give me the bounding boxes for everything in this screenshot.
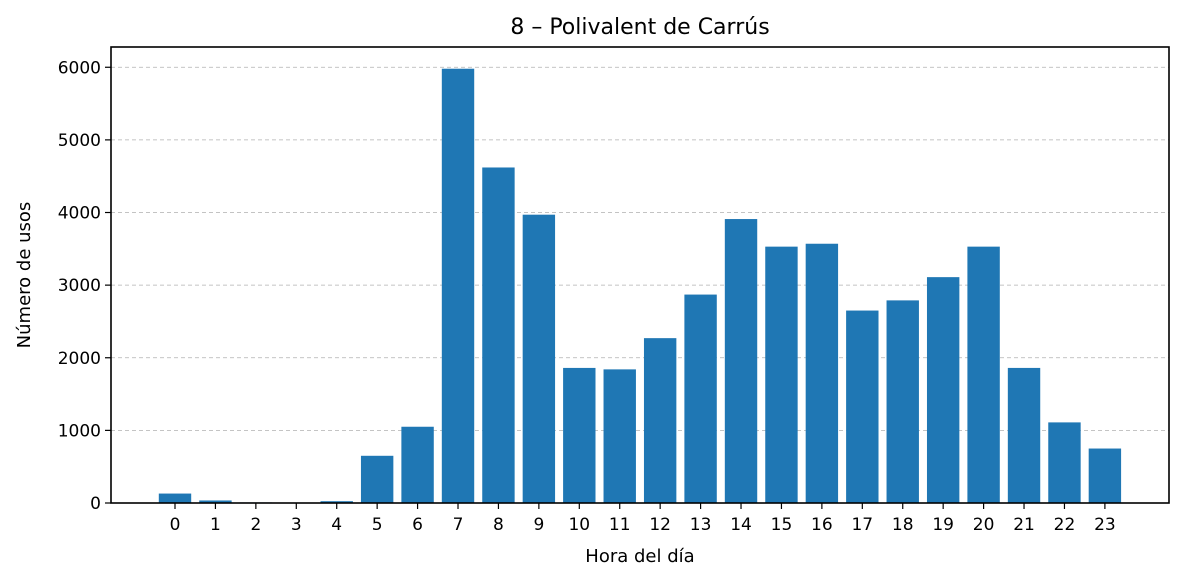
- x-tick-label: 6: [412, 515, 423, 535]
- bar-hour-11: [603, 369, 636, 503]
- bar-hour-17: [846, 310, 879, 503]
- bar-hour-18: [886, 300, 919, 503]
- bar-hour-6: [401, 426, 434, 503]
- bars: [158, 68, 1122, 504]
- x-tick-label: 5: [372, 515, 383, 535]
- x-tick-label: 9: [533, 515, 544, 535]
- x-tick-label: 23: [1094, 515, 1116, 535]
- x-tick-label: 20: [973, 515, 995, 535]
- x-tick-label: 12: [649, 515, 671, 535]
- bar-hour-0: [158, 493, 192, 503]
- bar-hour-15: [765, 246, 798, 504]
- x-tick-label: 17: [851, 515, 873, 535]
- plot-frame: [110, 46, 1170, 504]
- x-tick-label: 2: [250, 515, 261, 535]
- x-tick-label: 0: [170, 515, 181, 535]
- x-tick-label: 8: [493, 515, 504, 535]
- y-axis-ticks: 0 1000 2000 3000 4000 5000 6000: [58, 58, 111, 514]
- y-axis-label: Número de usos: [14, 202, 35, 349]
- x-tick-label: 19: [932, 515, 954, 535]
- bar-hour-19: [926, 277, 960, 503]
- y-tick-label: 5000: [58, 131, 101, 151]
- x-tick-label: 3: [291, 515, 302, 535]
- y-tick-label: 2000: [58, 349, 101, 369]
- x-tick-label: 13: [690, 515, 712, 535]
- y-tick-label: 0: [90, 494, 101, 514]
- x-tick-label: 21: [1013, 515, 1035, 535]
- y-tick-label: 6000: [58, 58, 101, 78]
- bar-hour-5: [360, 455, 394, 503]
- bar-hour-12: [643, 338, 677, 503]
- x-tick-label: 22: [1054, 515, 1076, 535]
- bar-hour-21: [1007, 367, 1041, 503]
- bar-hour-22: [1048, 422, 1081, 503]
- x-tick-label: 16: [811, 515, 833, 535]
- bar-hour-1: [199, 500, 232, 503]
- x-axis-ticks: 0 1 2 3 4 5 6 7 8 9 10 11 12 13 14 15 16 17 18 19 20 21 22 23: [170, 503, 1116, 535]
- bar-hour-4: [320, 501, 353, 503]
- bar-hour-8: [482, 167, 515, 503]
- bar-hour-16: [805, 243, 839, 503]
- x-tick-label: 4: [331, 515, 342, 535]
- x-tick-label: 7: [453, 515, 464, 535]
- chart-title: 8 – Polivalent de Carrús: [510, 15, 769, 40]
- x-tick-label: 1: [210, 515, 221, 535]
- x-tick-label: 15: [771, 515, 793, 535]
- x-tick-label: 11: [609, 515, 631, 535]
- bar-hour-20: [967, 246, 1000, 504]
- x-axis-label: Hora del día: [585, 546, 694, 567]
- y-tick-label: 4000: [58, 204, 101, 224]
- x-tick-label: 10: [568, 515, 590, 535]
- x-tick-label: 18: [892, 515, 914, 535]
- bar-hour-7: [441, 68, 475, 503]
- y-tick-label: 3000: [58, 276, 101, 296]
- bar-hour-13: [684, 294, 717, 503]
- bar-hour-10: [563, 367, 596, 503]
- x-tick-label: 14: [730, 515, 752, 535]
- gridlines: [111, 66, 1169, 504]
- bar-hour-23: [1088, 448, 1122, 503]
- bar-hour-9: [522, 214, 556, 503]
- y-tick-label: 1000: [58, 421, 101, 441]
- bar-hour-14: [724, 219, 758, 504]
